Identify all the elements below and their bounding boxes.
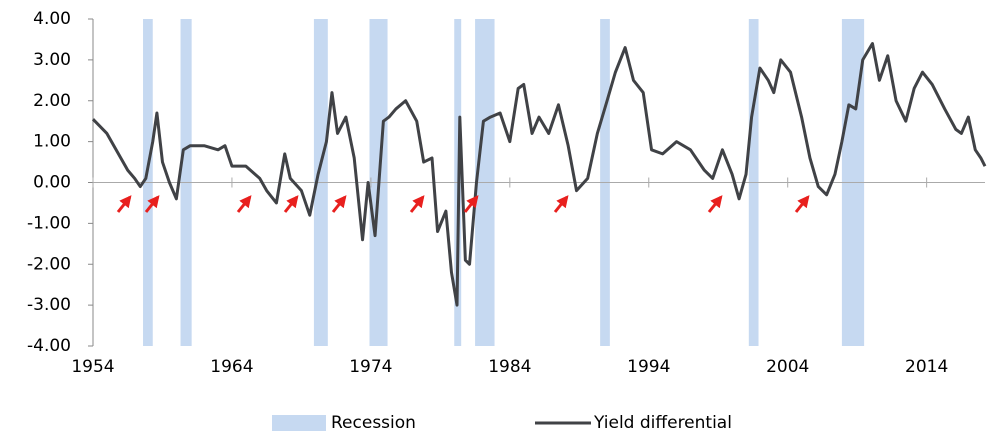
series-line (91, 42, 987, 307)
legend-swatch (272, 415, 326, 431)
y-tick-label: 3.00 (33, 50, 71, 70)
y-tick-label: -4.00 (27, 336, 71, 356)
x-tick-label: 1964 (210, 357, 253, 377)
arrow (409, 195, 425, 213)
y-tick-label: 4.00 (33, 9, 71, 29)
x-tick-label: 1954 (71, 357, 114, 377)
x-tick-label: 1994 (627, 357, 670, 377)
y-tick-label: 2.00 (33, 91, 71, 111)
y-tick-label: -3.00 (27, 295, 71, 315)
arrow (707, 195, 723, 213)
x-tick-label: 1984 (488, 357, 531, 377)
x-tick-label: 2014 (905, 357, 948, 377)
arrow (236, 195, 252, 213)
y-tick-label: 0.00 (33, 173, 71, 193)
arrow (794, 195, 810, 213)
arrow (144, 195, 160, 213)
arrows (116, 195, 810, 213)
x-tick-label: 2004 (766, 357, 809, 377)
y-tick-label: -2.00 (27, 254, 71, 274)
y-tick-label: -1.00 (27, 213, 71, 233)
arrow (283, 195, 299, 213)
legend-label: Recession (331, 413, 416, 433)
arrow (331, 195, 347, 213)
x-tick-label: 1974 (349, 357, 392, 377)
legend-label: Yield differential (593, 413, 732, 433)
y-tick-label: 1.00 (33, 132, 71, 152)
arrow (116, 195, 132, 213)
arrow (463, 195, 479, 213)
arrow (553, 195, 569, 213)
